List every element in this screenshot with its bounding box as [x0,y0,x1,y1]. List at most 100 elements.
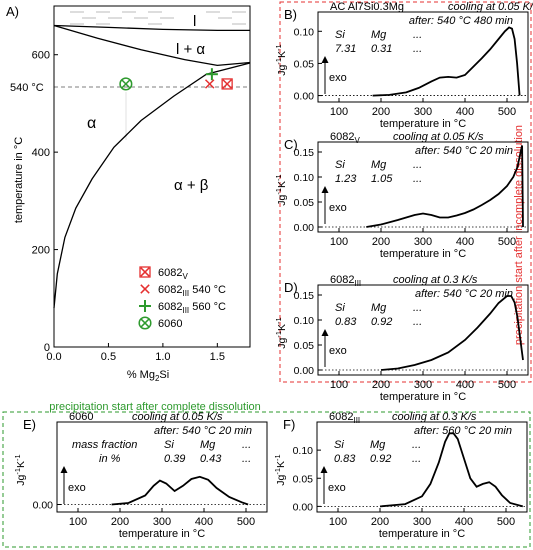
composition-value: 0.31 [371,43,392,55]
composition-element: Si [334,439,344,451]
y-tick-label: 0.10 [294,26,315,38]
panel-a-ref-label: 540 °C [10,82,44,94]
x-tick-label: 0.0 [46,351,61,363]
region-liquid-alpha: l + α [176,41,205,58]
y-tick-label: 0.00 [294,222,315,234]
y-axis-label: Jg-1K-1 [273,454,287,485]
y-tick-label: 0.10 [293,445,314,457]
composition-element: Si [335,159,345,171]
x-tick-label: 400 [456,236,474,248]
dsc-curve [380,295,524,371]
phase-point-0 [221,78,233,90]
composition-value: 0.92 [371,316,392,328]
composition-element: Si [335,302,345,314]
panel-label: C) [284,137,298,152]
composition-table: Si 7.31 Mg 0.31...... [335,29,422,55]
composition-value: ... [412,453,421,465]
x-tick-label: 500 [498,379,516,391]
x-tick-label: 100 [329,516,347,528]
annealing-condition: after: 540 °C 20 min [415,145,513,157]
exo-label: exo [329,345,347,357]
y-axis-label: Jg-1K-1 [274,44,288,75]
exo-arrowhead [321,186,329,193]
y-tick-label: 200 [32,245,50,257]
composition-element: Si [164,439,174,451]
x-tick-label: 100 [330,379,348,391]
composition-value: 0.92 [370,453,391,465]
panel-a-ylabel: temperature in °C [13,137,25,223]
x-tick-label: 300 [153,516,171,528]
composition-lead: mass fraction [72,439,137,451]
dsc-curve [111,475,249,506]
x-tick-label: 400 [455,516,473,528]
x-tick-label: 1.0 [155,351,170,363]
exo-arrowhead [60,466,68,473]
annealing-condition: after: 540 °C 20 min [415,288,513,300]
exo-label: exo [68,482,86,494]
panel-d: D) 100 200 300 400 500 0.00 0.05 0.10 0.15 tempera… [274,274,529,403]
cooling-condition: cooling at 0.05 K/s [132,411,223,423]
phase-point-2 [205,68,218,81]
panel-label: B) [284,7,297,22]
composition-element: Si [335,29,345,41]
panel-a: A) 0.0 0.5 1.0 1.5 0 200 400 600 540 °C l l + α… [6,4,251,383]
x-tick-label: 400 [456,379,474,391]
liquid-hatch [70,11,246,25]
x-tick-label: 500 [237,516,255,528]
y-axis-label: Jg-1K-1 [274,174,288,205]
legend-label-2: 6082III 560 °C [158,301,226,315]
complete-dissolution-caption: precipitation start after complete disso… [49,401,261,413]
exo-arrowhead [321,329,329,336]
solvus-line [53,62,251,309]
y-tick-label: 600 [32,50,50,62]
dsc-curve [372,26,521,97]
composition-table: Si 1.23 Mg 1.05...... [335,159,422,185]
annealing-condition: after: 560 °C 20 min [414,425,512,437]
x-tick-label: 100 [330,106,348,118]
composition-value: 0.83 [334,453,356,465]
x-axis-label: temperature in °C [380,248,466,260]
composition-element: ... [413,302,422,314]
panel-label: F) [283,417,295,432]
legend-marker-3 [138,316,152,330]
sample-label: AC Al7Si0.3Mg [330,1,404,13]
composition-table: Si 0.83 Mg 0.92...... [335,302,422,328]
dsc-curve [379,432,524,508]
region-alpha-beta: α + β [174,177,209,194]
composition-value: 0.39 [164,453,185,465]
composition-element: ... [413,29,422,41]
y-tick-label: 0.15 [294,147,315,159]
exo-label: exo [329,202,347,214]
x-tick-label: 300 [414,379,432,391]
phase-point-3 [119,77,133,91]
composition-value: ... [242,453,251,465]
x-axis-label: temperature in °C [380,118,466,130]
region-liquid: l [193,13,196,30]
composition-element: ... [242,439,251,451]
legend-label-3: 6060 [158,318,182,330]
x-axis-label: temperature in °C [119,528,205,540]
panel-a-label: A) [6,4,19,19]
composition-value: ... [413,43,422,55]
x-tick-label: 0.5 [101,351,116,363]
composition-element: Mg [371,29,387,41]
y-axis-label: Jg-1K-1 [274,317,288,348]
complete-dissolution-box [2,411,531,548]
x-tick-label: 200 [372,379,390,391]
annealing-condition: after: 540 °C 480 min [409,15,513,27]
panel-a-ticks: 0.0 0.5 1.0 1.5 0 200 400 600 [32,50,225,363]
composition-unit: in % [99,453,121,465]
exo-arrowhead [321,56,329,63]
composition-value: 1.05 [371,173,393,185]
composition-element: ... [412,439,421,451]
exo-label: exo [329,72,347,84]
y-tick-label: 0 [44,342,50,354]
sample-label: 6060 [69,411,93,423]
x-tick-label: 100 [330,236,348,248]
x-tick-label: 300 [414,106,432,118]
annealing-condition: after: 540 °C 20 min [154,425,252,437]
panel-e: E) 100 200 300 400 500 0.00 temperature in °C Jg… [13,411,268,540]
composition-element: Mg [371,159,387,171]
x-tick-label: 500 [498,106,516,118]
